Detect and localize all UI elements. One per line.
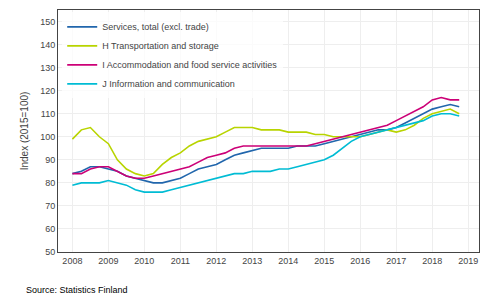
svg-text:2018: 2018 bbox=[422, 256, 442, 266]
svg-text:2010: 2010 bbox=[134, 256, 154, 266]
svg-text:2008: 2008 bbox=[62, 256, 82, 266]
svg-text:2014: 2014 bbox=[278, 256, 298, 266]
svg-text:80: 80 bbox=[45, 178, 55, 188]
svg-text:2016: 2016 bbox=[350, 256, 370, 266]
svg-text:2011: 2011 bbox=[171, 256, 190, 266]
svg-text:2012: 2012 bbox=[206, 256, 226, 266]
svg-text:Index (2015=100): Index (2015=100) bbox=[19, 92, 30, 171]
svg-text:2017: 2017 bbox=[386, 256, 406, 266]
svg-text:2013: 2013 bbox=[242, 256, 262, 266]
svg-text:I Accommodation and food servi: I Accommodation and food service activit… bbox=[102, 60, 277, 70]
svg-text:100: 100 bbox=[40, 132, 55, 142]
svg-text:Source: Statistics Finland: Source: Statistics Finland bbox=[26, 285, 128, 295]
svg-text:140: 140 bbox=[40, 40, 55, 50]
svg-text:H Transportation and storage: H Transportation and storage bbox=[102, 41, 219, 51]
svg-text:110: 110 bbox=[41, 109, 55, 119]
svg-text:J Information and communicatio: J Information and communication bbox=[102, 79, 235, 89]
svg-text:120: 120 bbox=[40, 86, 55, 96]
svg-text:2019: 2019 bbox=[458, 256, 478, 266]
svg-text:60: 60 bbox=[45, 224, 55, 234]
svg-text:70: 70 bbox=[45, 201, 55, 211]
svg-text:130: 130 bbox=[40, 63, 55, 73]
svg-text:Services, total (excl. trade): Services, total (excl. trade) bbox=[102, 22, 209, 32]
svg-text:2009: 2009 bbox=[98, 256, 118, 266]
svg-text:90: 90 bbox=[45, 155, 55, 165]
svg-text:150: 150 bbox=[40, 17, 55, 27]
svg-text:2015: 2015 bbox=[314, 256, 334, 266]
svg-text:50: 50 bbox=[45, 247, 55, 257]
